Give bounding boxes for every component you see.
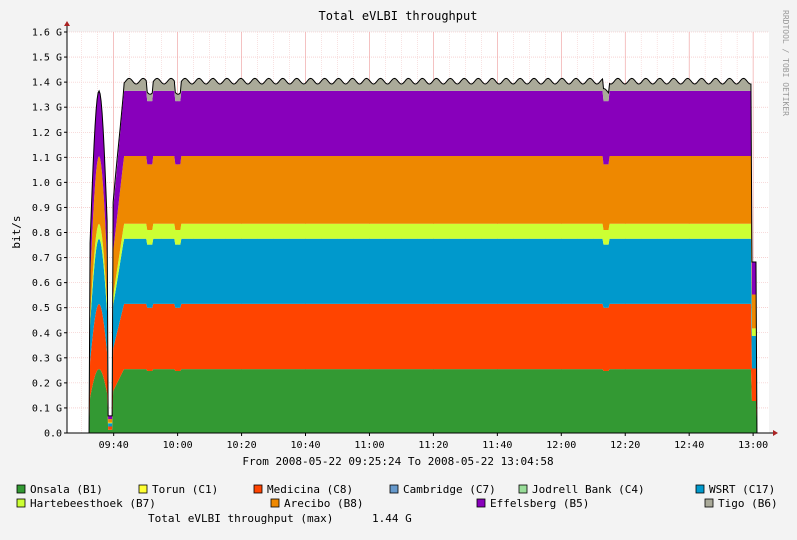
- x-tick-label: 10:20: [227, 440, 257, 451]
- x-tick-label: 12:40: [674, 440, 704, 451]
- y-tick-label: 0.4 G: [32, 328, 62, 339]
- y-tick-label: 0.2 G: [32, 378, 62, 389]
- legend-label: Arecibo (B8): [284, 497, 363, 510]
- legend-swatch: [16, 484, 26, 494]
- legend-swatch: [16, 498, 26, 508]
- y-tick-label: 0.8 G: [32, 228, 62, 239]
- y-tick-label: 1.0 G: [32, 178, 62, 189]
- y-tick-label: 1.4 G: [32, 78, 62, 89]
- legend-label: Hartebeesthoek (B7): [30, 497, 156, 510]
- legend-label: Medicina (C8): [267, 483, 353, 496]
- y-tick-label: 1.1 G: [32, 153, 62, 164]
- legend-label: Effelsberg (B5): [490, 497, 589, 510]
- x-tick-label: 11:40: [482, 440, 512, 451]
- legend-label: Onsala (B1): [30, 483, 103, 496]
- y-tick-label: 1.6 G: [32, 28, 62, 39]
- legend-swatch: [695, 484, 705, 494]
- x-tick-label: 12:20: [610, 440, 640, 451]
- chart-title: Total eVLBI throughput: [319, 9, 478, 23]
- y-tick-label: 0.6 G: [32, 278, 62, 289]
- legend-label: Jodrell Bank (C4): [532, 483, 645, 496]
- area-series-2: [67, 303, 769, 433]
- time-range-text: From 2008-05-22 09:25:24 To 2008-05-22 1…: [242, 455, 553, 468]
- y-tick-label: 0.7 G: [32, 253, 62, 264]
- legend: Onsala (B1) Torun (C1) Medicina (C8) Cambri…: [16, 483, 778, 510]
- legend-label: WSRT (C17): [709, 483, 775, 496]
- y-tick-label: 1.5 G: [32, 53, 62, 64]
- area-series-0: [67, 369, 769, 433]
- area-series-8: [67, 90, 769, 434]
- area-series-7: [67, 156, 769, 433]
- y-tick-label: 0.1 G: [32, 403, 62, 414]
- legend-label: Torun (C1): [152, 483, 218, 496]
- y-tick-label: 0.0: [44, 429, 62, 440]
- legend-label: Tigo (B6): [718, 497, 778, 510]
- summary-label: Total eVLBI throughput (max): [148, 512, 333, 525]
- x-tick-label: 10:00: [163, 440, 193, 451]
- legend-swatch: [270, 498, 280, 508]
- legend-swatch: [389, 484, 399, 494]
- x-tick-labels: 09:40 10:00 10:20 10:40 11:00 11:20 11:40 12:00…: [99, 433, 768, 451]
- legend-swatch: [253, 484, 263, 494]
- x-tick-label: 12:00: [546, 440, 576, 451]
- y-tick-labels: 0.0 0.1 G 0.2 G 0.3 G 0.4 G 0.5 G 0.6 G 0.7 G 0.…: [32, 28, 67, 440]
- total-outline: [67, 77, 769, 434]
- y-tick-label: 0.9 G: [32, 203, 62, 214]
- stacked-areas: [67, 78, 769, 434]
- y-axis-arrow: [64, 21, 70, 26]
- x-axis-arrow: [773, 430, 778, 436]
- y-tick-label: 1.2 G: [32, 128, 62, 139]
- x-tick-label: 09:40: [99, 440, 129, 451]
- legend-swatch: [138, 484, 148, 494]
- x-tick-label: 10:40: [290, 440, 320, 451]
- legend-swatch: [518, 484, 528, 494]
- area-series-5: [67, 238, 769, 433]
- y-tick-label: 0.5 G: [32, 303, 62, 314]
- axes: [64, 21, 778, 436]
- total-line: [67, 77, 769, 434]
- x-tick-label: 11:00: [354, 440, 384, 451]
- y-tick-label: 1.3 G: [32, 103, 62, 114]
- y-tick-label: 0.3 G: [32, 353, 62, 364]
- y-axis-label: bit/s: [10, 215, 23, 248]
- legend-swatch: [704, 498, 714, 508]
- x-tick-label: 13:00: [738, 440, 768, 451]
- rrdtool-watermark: RRDTOOL / TOBI OETIKER: [781, 10, 790, 116]
- summary-value: 1.44 G: [372, 512, 412, 525]
- x-tick-label: 11:20: [418, 440, 448, 451]
- legend-label: Cambridge (C7): [403, 483, 496, 496]
- legend-swatch: [476, 498, 486, 508]
